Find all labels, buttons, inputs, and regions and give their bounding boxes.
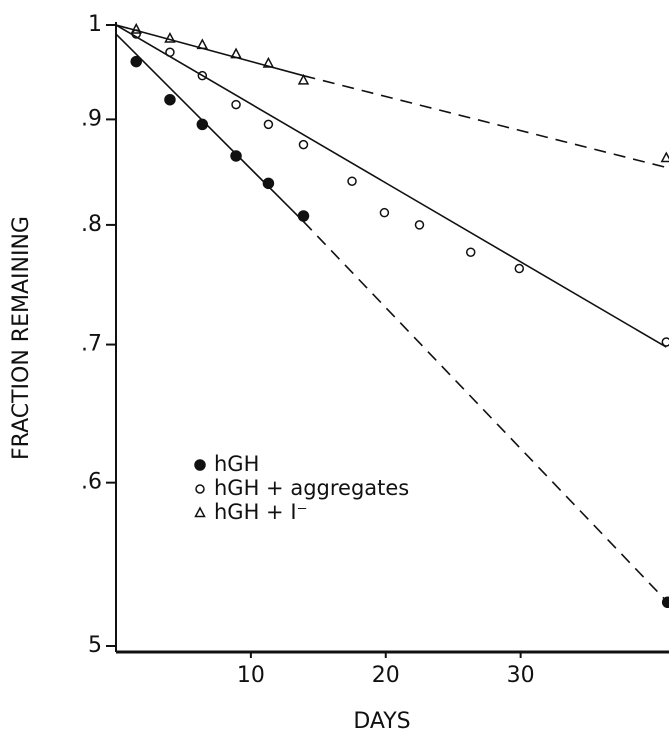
y-tick-label: .9 bbox=[81, 106, 102, 131]
data-point bbox=[231, 99, 241, 110]
data-point bbox=[196, 38, 209, 50]
data-point bbox=[660, 151, 669, 163]
data-point bbox=[165, 47, 175, 58]
legend-marker bbox=[194, 506, 206, 518]
y-tick-label: .7 bbox=[81, 332, 102, 357]
legend-marker bbox=[194, 459, 206, 471]
y-axis-label: FRACTION REMAINING bbox=[9, 216, 34, 460]
y-tick-label: 1 bbox=[88, 12, 102, 37]
data-point bbox=[379, 207, 390, 218]
data-point bbox=[230, 47, 242, 59]
legend-label: hGH bbox=[214, 452, 259, 476]
data-point bbox=[414, 220, 425, 230]
data-point bbox=[465, 247, 476, 257]
data-point bbox=[661, 596, 669, 609]
fit-line bbox=[115, 33, 305, 223]
data-point bbox=[297, 210, 310, 222]
legend-label: hGH + aggregates bbox=[214, 476, 409, 500]
legend-label: hGH + I⁻ bbox=[214, 500, 308, 524]
data-point bbox=[164, 31, 176, 43]
y-tick-label: .6 bbox=[81, 470, 102, 495]
x-axis-label: DAYS bbox=[353, 709, 410, 734]
data-point bbox=[514, 263, 525, 274]
data-point bbox=[230, 150, 242, 162]
fit-line bbox=[115, 24, 304, 77]
x-tick-label: 20 bbox=[372, 663, 400, 688]
data-point bbox=[263, 119, 274, 130]
data-point bbox=[262, 177, 275, 190]
fit-line bbox=[302, 221, 669, 603]
fit-line bbox=[303, 74, 667, 169]
data-point bbox=[130, 55, 142, 68]
data-point bbox=[196, 118, 209, 131]
data-point bbox=[262, 56, 275, 68]
legend-marker bbox=[195, 484, 205, 494]
data-point bbox=[297, 73, 310, 85]
y-tick-label: .8 bbox=[81, 212, 102, 237]
data-point bbox=[130, 22, 142, 34]
x-tick-label: 30 bbox=[507, 663, 535, 688]
data-point bbox=[197, 70, 208, 81]
data-point bbox=[347, 176, 357, 186]
data-point bbox=[661, 337, 669, 347]
data-point bbox=[164, 93, 176, 106]
y-tick-label: 5 bbox=[88, 633, 102, 658]
data-point bbox=[298, 139, 309, 150]
x-tick-label: 10 bbox=[237, 663, 265, 688]
fit-line bbox=[115, 24, 667, 348]
